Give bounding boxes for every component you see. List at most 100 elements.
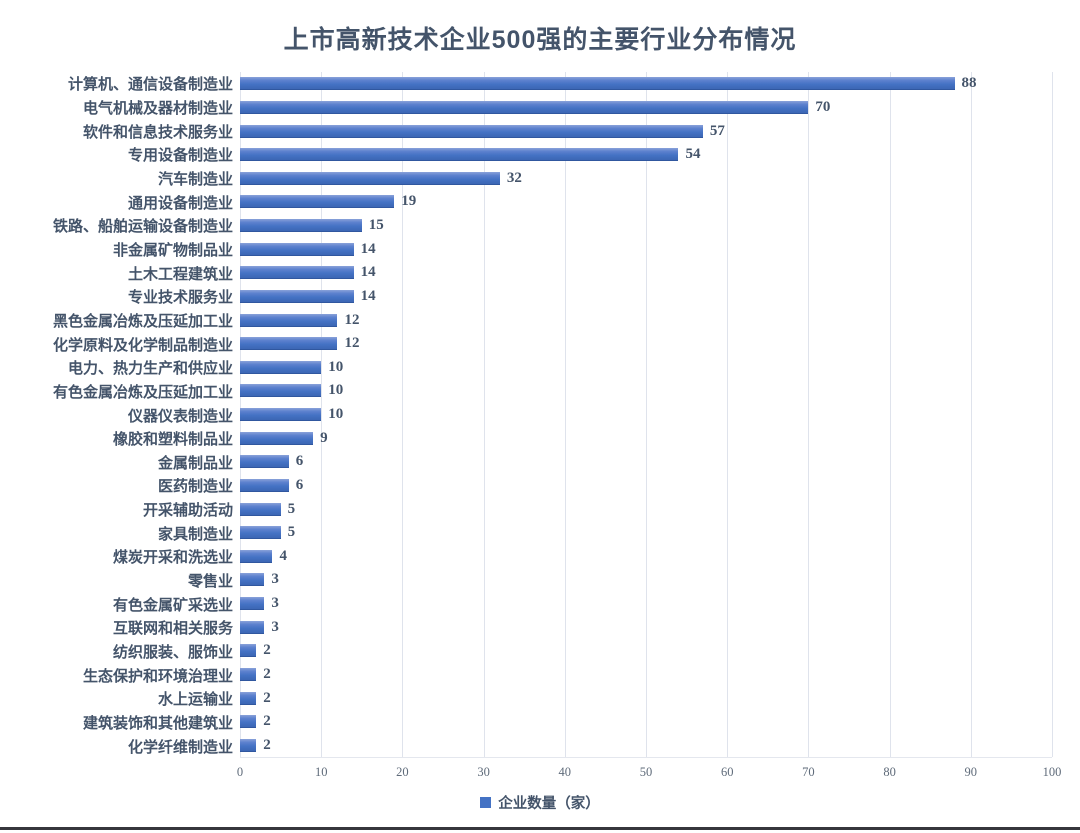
legend-swatch-icon xyxy=(480,797,492,808)
gridline xyxy=(483,72,485,757)
bar-row: 9 xyxy=(240,426,1052,450)
value-label: 14 xyxy=(360,264,376,281)
category-label: 铁路、船舶运输设备制造业 xyxy=(52,219,233,236)
category-label: 水上运输业 xyxy=(157,692,233,709)
bar[interactable] xyxy=(240,620,265,634)
bar[interactable] xyxy=(240,691,257,705)
category-label: 橡胶和塑料制品业 xyxy=(112,432,233,449)
bar[interactable] xyxy=(240,431,314,445)
bar[interactable] xyxy=(240,478,289,492)
gridline xyxy=(1052,72,1053,757)
bar[interactable] xyxy=(240,100,809,114)
bar-row: 88 xyxy=(240,72,1052,96)
legend-label: 企业数量（家） xyxy=(498,796,600,812)
bar[interactable] xyxy=(240,408,322,422)
bar[interactable] xyxy=(240,77,955,91)
category-label: 开采辅助活动 xyxy=(142,503,233,520)
value-label: 3 xyxy=(271,595,279,612)
gridline xyxy=(564,72,566,757)
bar[interactable] xyxy=(240,715,257,729)
bar[interactable] xyxy=(240,738,257,752)
x-tick-label: 10 xyxy=(314,765,328,779)
bar-row: 14 xyxy=(240,261,1052,285)
bar-row: 10 xyxy=(240,403,1052,427)
bar[interactable] xyxy=(240,455,289,469)
x-tick-label: 30 xyxy=(477,765,490,779)
value-label: 5 xyxy=(287,524,296,541)
bar-row: 6 xyxy=(240,450,1052,474)
bar[interactable] xyxy=(240,219,362,233)
value-label: 70 xyxy=(815,98,831,115)
plot-area-wrapper: 计算机、通信设备制造业 电气机械及器材制造业 软件和信息技术服务业 专用设备制造业 汽车… xyxy=(0,72,1080,758)
bar[interactable] xyxy=(240,502,281,516)
value-label: 3 xyxy=(271,571,279,588)
bar-row: 5 xyxy=(240,521,1052,545)
category-label: 有色金属冶炼及压延加工业 xyxy=(52,384,233,401)
category-label: 专业技术服务业 xyxy=(127,290,233,307)
bar[interactable] xyxy=(240,171,500,185)
bar[interactable] xyxy=(240,573,265,587)
bar[interactable] xyxy=(240,360,322,374)
bar-row: 2 xyxy=(240,710,1052,734)
category-label: 纺织服装、服饰业 xyxy=(112,645,233,662)
gridline xyxy=(727,72,729,757)
category-label: 通用设备制造业 xyxy=(127,195,233,212)
x-tick-label: 40 xyxy=(558,765,572,779)
value-label: 2 xyxy=(263,736,271,753)
category-label: 互联网和相关服务 xyxy=(112,621,233,638)
bar[interactable] xyxy=(240,242,354,256)
bar-row: 70 xyxy=(240,96,1052,120)
bar-row: 2 xyxy=(240,663,1052,687)
bar[interactable] xyxy=(240,124,703,138)
bar-row: 5 xyxy=(240,497,1052,521)
bar[interactable] xyxy=(240,148,679,162)
category-label: 汽车制造业 xyxy=(157,171,233,188)
bar[interactable] xyxy=(240,337,338,351)
value-label: 54 xyxy=(685,146,701,163)
bar[interactable] xyxy=(240,195,395,209)
x-tick-label: 70 xyxy=(802,765,815,779)
value-label: 2 xyxy=(263,713,271,730)
bar-row: 6 xyxy=(240,474,1052,498)
value-label: 9 xyxy=(320,429,328,446)
bar[interactable] xyxy=(240,526,281,540)
bar-row: 2 xyxy=(240,686,1052,710)
bar-row: 15 xyxy=(240,214,1052,238)
x-axis: 0 10 20 30 40 50 60 70 80 90 100 xyxy=(237,758,1062,784)
value-label: 14 xyxy=(360,287,376,304)
category-label: 专用设备制造业 xyxy=(127,148,233,165)
bar[interactable] xyxy=(240,597,265,611)
bar[interactable] xyxy=(240,313,338,327)
bar[interactable] xyxy=(240,549,273,563)
bar-row: 14 xyxy=(240,285,1052,309)
category-label: 计算机、通信设备制造业 xyxy=(67,77,233,94)
bar[interactable] xyxy=(240,384,322,398)
value-label: 6 xyxy=(295,476,304,493)
category-label: 黑色金属冶炼及压延加工业 xyxy=(52,313,233,330)
category-label: 非金属矿物制品业 xyxy=(112,242,233,259)
bar[interactable] xyxy=(240,667,257,681)
value-label: 88 xyxy=(961,75,977,92)
legend: 企业数量（家） xyxy=(0,792,1080,813)
gridline xyxy=(970,72,972,757)
category-label: 煤炭开采和洗选业 xyxy=(112,550,233,567)
bar-row: 57 xyxy=(240,119,1052,143)
x-tick-label: 90 xyxy=(964,765,978,779)
bar-row: 14 xyxy=(240,237,1052,261)
value-label: 10 xyxy=(328,382,344,399)
bar-row: 12 xyxy=(240,332,1052,356)
bar[interactable] xyxy=(240,644,257,658)
bar-row: 12 xyxy=(240,308,1052,332)
gridline xyxy=(889,72,891,757)
value-label: 6 xyxy=(295,453,304,470)
bar-row: 54 xyxy=(240,143,1052,167)
category-label: 金属制品业 xyxy=(157,455,233,472)
plot-area: 88 70 57 54 32 19 15 14 14 14 12 12 10 10 10 9 6 6 5 5 4 3 3 3 2… xyxy=(240,72,1053,758)
bar[interactable] xyxy=(240,289,354,303)
bar[interactable] xyxy=(240,266,354,280)
chart-title: 上市高新技术企业500强的主要行业分布情况 xyxy=(283,26,797,54)
gridline xyxy=(321,72,323,757)
bar-row: 10 xyxy=(240,356,1052,380)
value-label: 12 xyxy=(344,311,360,328)
